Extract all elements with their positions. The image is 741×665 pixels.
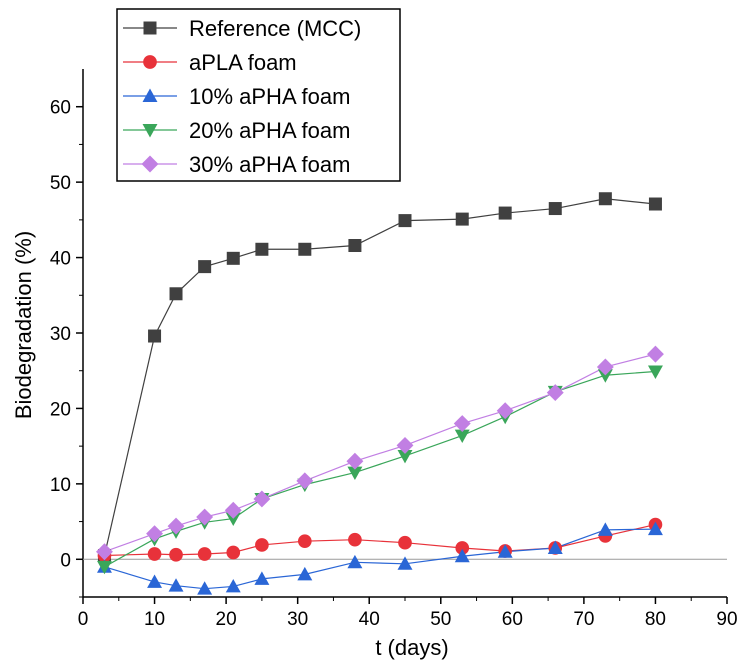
data-point-4-10 (496, 402, 514, 420)
data-point-1-6 (297, 534, 312, 549)
data-point-0-10 (498, 206, 512, 220)
legend-marker (143, 21, 157, 35)
data-point-4-0 (96, 543, 113, 561)
x-tick-label: 50 (430, 609, 451, 630)
data-point-0-1 (148, 329, 162, 343)
data-point-0-12 (598, 192, 612, 206)
data-point-3-0 (96, 560, 112, 575)
data-point-4-9 (453, 415, 471, 432)
y-tick-label: 10 (50, 475, 71, 496)
data-point-2-12 (597, 522, 613, 536)
data-point-2-6 (297, 566, 313, 581)
data-point-0-8 (398, 214, 412, 228)
series-line-1 (104, 524, 656, 557)
y-tick-label: 30 (50, 324, 71, 345)
x-tick-label: 40 (359, 609, 380, 630)
y-tick-label: 0 (60, 550, 71, 571)
data-point-4-3 (196, 508, 214, 526)
data-point-0-4 (226, 251, 240, 265)
data-point-3-12 (597, 369, 613, 383)
data-point-0-9 (455, 212, 469, 226)
data-point-4-5 (253, 490, 271, 508)
data-point-0-13 (648, 197, 662, 211)
data-point-4-12 (596, 358, 614, 376)
legend-label: 30% aPHA foam (189, 152, 350, 177)
x-tick-label: 20 (216, 609, 237, 630)
data-point-2-5 (254, 571, 270, 585)
data-point-3-7 (347, 466, 363, 481)
data-point-3-13 (647, 365, 663, 379)
data-point-1-7 (348, 532, 362, 547)
series-line-0 (103, 198, 656, 556)
legend-marker (143, 55, 157, 69)
data-point-2-8 (397, 556, 413, 570)
x-tick-label: 60 (502, 609, 523, 630)
data-point-4-8 (396, 436, 414, 454)
data-point-2-3 (197, 581, 213, 595)
data-point-2-10 (497, 544, 513, 558)
data-point-1-3 (197, 547, 212, 561)
x-axis-title: t (days) (375, 635, 448, 660)
data-point-0-3 (198, 260, 212, 274)
data-point-2-11 (547, 540, 563, 554)
y-tick-label: 50 (50, 173, 71, 194)
data-point-4-7 (346, 452, 364, 470)
data-point-1-2 (169, 547, 183, 562)
data-point-4-4 (224, 501, 242, 519)
x-tick-label: 80 (645, 609, 666, 630)
data-point-2-4 (225, 578, 241, 593)
legend-label: aPLA foam (189, 50, 297, 75)
y-tick-label: 60 (50, 98, 71, 119)
data-point-1-1 (147, 547, 162, 561)
legend-label: 20% aPHA foam (189, 118, 350, 143)
data-point-4-1 (146, 525, 164, 543)
legend: Reference (MCC) aPLA foam 10% aPHA foam 20%… (116, 8, 401, 182)
x-tick-label: 70 (573, 609, 594, 630)
data-point-3-4 (225, 512, 241, 527)
legend-label: Reference (MCC) (189, 16, 361, 41)
x-tick-label: 30 (287, 609, 308, 630)
series-line-2 (104, 528, 656, 590)
data-point-2-7 (347, 554, 363, 569)
data-point-2-9 (454, 548, 470, 563)
data-point-2-2 (168, 578, 184, 592)
data-point-4-2 (167, 517, 185, 535)
legend-marker (142, 88, 158, 102)
y-axis-title: Biodegradation (%) (11, 231, 36, 419)
legend-marker (141, 155, 159, 173)
legend-marker (142, 124, 158, 138)
data-point-4-13 (646, 345, 664, 363)
legend-box (116, 8, 401, 182)
data-point-4-6 (296, 472, 314, 490)
data-point-1-4 (226, 545, 241, 560)
x-tick-label: 90 (716, 609, 737, 630)
data-point-1-5 (255, 538, 269, 552)
data-point-4-11 (546, 384, 564, 402)
y-tick-label: 40 (50, 249, 71, 270)
data-point-0-5 (255, 242, 269, 256)
data-point-0-7 (348, 239, 362, 253)
legend-label: 10% aPHA foam (189, 84, 350, 109)
data-point-1-8 (398, 535, 412, 550)
data-point-2-13 (647, 521, 663, 536)
data-point-0-6 (298, 242, 312, 256)
data-point-1-9 (455, 541, 470, 555)
x-tick-label: 0 (78, 609, 89, 630)
data-point-0-11 (548, 202, 562, 216)
series-line-3 (104, 370, 656, 568)
data-point-0-2 (169, 287, 183, 301)
y-tick-label: 20 (50, 399, 71, 420)
x-tick-label: 10 (144, 609, 165, 630)
data-point-3-8 (397, 449, 413, 464)
data-point-2-1 (147, 574, 163, 588)
series-line-4 (104, 353, 656, 553)
data-point-3-9 (454, 429, 470, 444)
